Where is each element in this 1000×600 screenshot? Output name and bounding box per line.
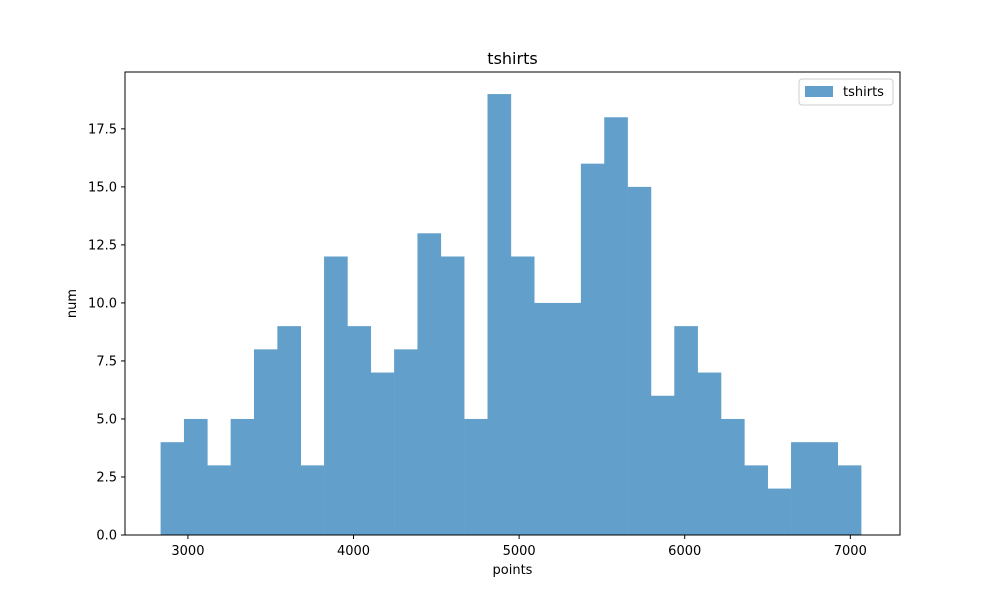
legend-frame — [798, 78, 894, 106]
histogram-bar — [604, 117, 628, 535]
histogram-bar — [697, 372, 722, 535]
histogram-bar — [370, 372, 395, 535]
histogram-bar — [814, 442, 839, 535]
chart-title: tshirts — [487, 49, 537, 68]
y-tick-label: 5.0 — [96, 412, 117, 427]
histogram-bar — [837, 465, 862, 535]
y-tick-label: 10.0 — [88, 296, 117, 311]
y-tick-label: 15.0 — [88, 180, 117, 195]
x-tick-label: 7000 — [834, 544, 867, 559]
histogram-bar — [744, 465, 768, 535]
y-tick-label: 0.0 — [96, 529, 117, 544]
plot-area-frame — [124, 71, 901, 536]
histogram-bar — [394, 349, 418, 535]
x-tick-label: 3000 — [171, 544, 204, 559]
legend: tshirts — [798, 78, 894, 106]
histogram-bar — [277, 326, 301, 535]
histogram-bar — [160, 442, 185, 535]
y-axis-label: num — [65, 289, 80, 318]
histogram-bar — [183, 418, 208, 535]
histogram-bar — [254, 349, 278, 535]
histogram-bar — [347, 326, 372, 535]
y-tick-label: 7.5 — [96, 354, 117, 369]
histogram-bar — [464, 418, 488, 535]
histogram-bar — [300, 465, 325, 535]
histogram-bar — [627, 186, 652, 535]
y-tick-label: 17.5 — [88, 122, 117, 137]
y-tick-label: 12.5 — [88, 238, 117, 253]
histogram-bar — [207, 465, 231, 535]
histogram-bar — [487, 94, 512, 536]
x-tick-label: 4000 — [337, 544, 370, 559]
legend-label: tshirts — [843, 85, 884, 100]
histogram-bar — [650, 395, 675, 535]
x-tick-label: 5000 — [503, 544, 536, 559]
y-axis-ticks: 0.0 2.5 5.0 7.5 10.0 12.5 15.0 17.5 — [88, 122, 125, 544]
histogram-bar — [324, 256, 348, 535]
histogram-bar — [510, 256, 535, 535]
histogram-bar — [720, 418, 745, 535]
histogram-bar — [417, 233, 442, 535]
histogram-bar — [580, 163, 605, 535]
histogram-bar — [791, 442, 815, 535]
histogram-bar — [534, 302, 558, 535]
histogram-bar — [557, 302, 582, 535]
bars-group — [160, 94, 862, 536]
y-tick-label: 2.5 — [96, 470, 117, 485]
x-axis-label: points — [493, 563, 533, 578]
x-axis-ticks: 3000 4000 5000 6000 7000 — [171, 535, 867, 559]
histogram-bar — [440, 256, 465, 535]
histogram-bar — [674, 326, 698, 535]
histogram-bar — [230, 418, 255, 535]
histogram-bar — [767, 488, 792, 535]
legend-swatch — [805, 86, 833, 97]
x-tick-label: 6000 — [668, 544, 701, 559]
